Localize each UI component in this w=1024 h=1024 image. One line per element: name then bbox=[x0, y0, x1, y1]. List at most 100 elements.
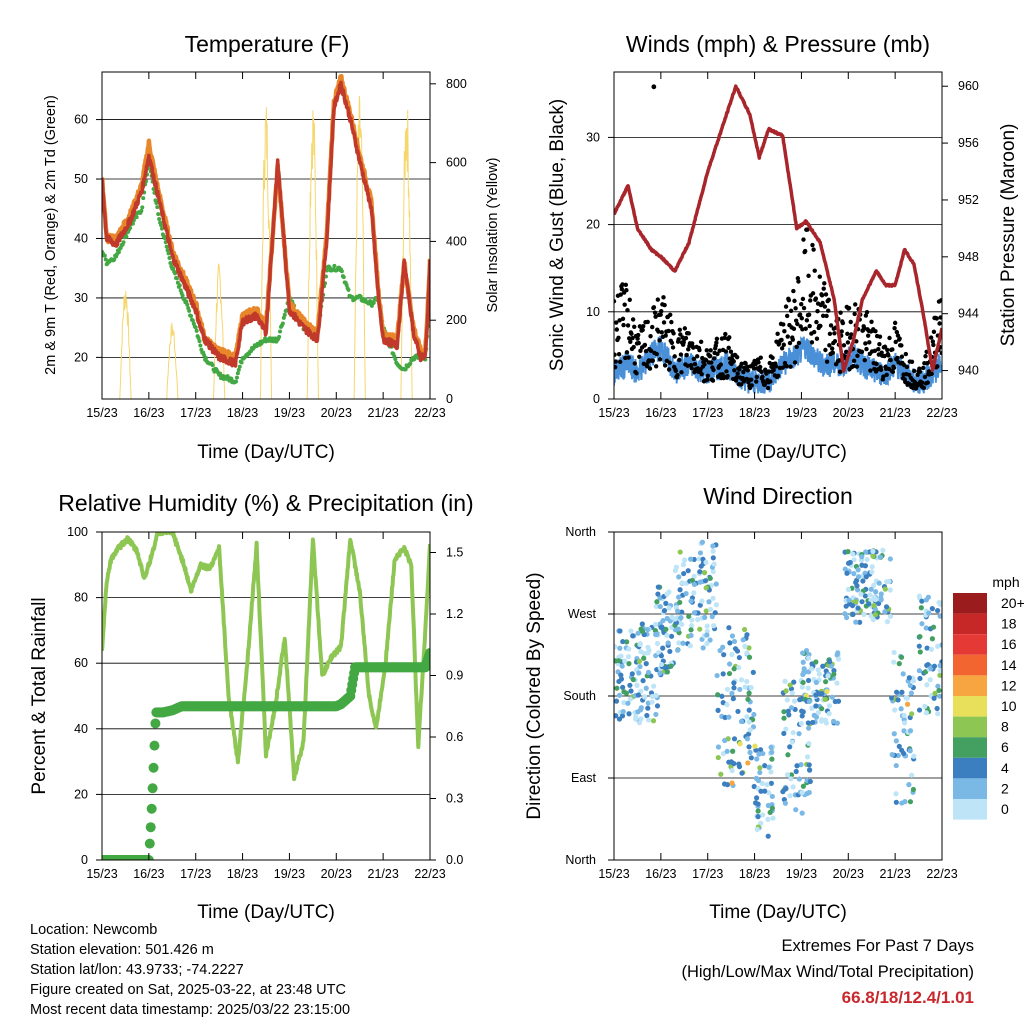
gust-point bbox=[882, 344, 888, 349]
gust-point bbox=[844, 349, 849, 354]
gust-point bbox=[614, 359, 618, 364]
humidity-panel: Relative Humidity (%) & Precipitation (i… bbox=[29, 490, 474, 923]
gust-point bbox=[659, 309, 664, 314]
direction-point bbox=[686, 613, 692, 620]
direction-point bbox=[769, 793, 775, 800]
gust-point bbox=[807, 323, 812, 329]
legend-label: 6 bbox=[1001, 739, 1009, 755]
extremes-subtitle: (High/Low/Max Wind/Total Precipitation) bbox=[681, 963, 974, 981]
gust-point bbox=[758, 355, 763, 360]
direction-point bbox=[871, 602, 877, 609]
direction-point bbox=[869, 564, 875, 570]
direction-point bbox=[896, 743, 902, 750]
direction-point bbox=[724, 686, 731, 692]
gust-point bbox=[749, 383, 754, 388]
direction-point bbox=[629, 671, 635, 677]
gust-point bbox=[886, 353, 891, 358]
dewpoint-point bbox=[165, 248, 170, 253]
y2-tick-label: 1.5 bbox=[446, 546, 463, 560]
direction-point bbox=[746, 690, 752, 696]
gust-point bbox=[618, 292, 623, 297]
dewpoint-point bbox=[168, 261, 173, 266]
direction-point bbox=[758, 788, 764, 794]
direction-point bbox=[864, 556, 870, 563]
direction-point bbox=[904, 701, 911, 707]
gust-point bbox=[671, 331, 676, 336]
direction-point bbox=[706, 599, 712, 605]
gust-point bbox=[782, 329, 787, 334]
direction-point bbox=[645, 705, 651, 711]
y2-tick-label: 944 bbox=[958, 307, 979, 321]
dewpoint-point bbox=[358, 294, 363, 299]
gust-point bbox=[770, 355, 775, 360]
direction-point bbox=[707, 606, 714, 613]
gust-point bbox=[702, 362, 707, 367]
gust-point bbox=[707, 353, 713, 359]
direction-point bbox=[702, 578, 709, 584]
gust-point bbox=[697, 347, 702, 353]
direction-point bbox=[724, 702, 730, 708]
direction-point bbox=[738, 718, 745, 725]
dewpoint-point bbox=[173, 271, 178, 276]
direction-point bbox=[707, 637, 713, 643]
precip-point bbox=[144, 838, 155, 849]
gust-point bbox=[892, 326, 897, 331]
direction-point bbox=[886, 578, 892, 585]
direction-point bbox=[657, 670, 663, 676]
legend-swatch bbox=[953, 654, 987, 676]
precip-point bbox=[146, 803, 157, 814]
humidity-plot-frame bbox=[101, 531, 431, 861]
direction-point bbox=[731, 680, 737, 686]
gust-point bbox=[851, 363, 856, 369]
gust-point bbox=[845, 331, 850, 337]
direction-point bbox=[746, 654, 753, 660]
gust-point bbox=[741, 379, 747, 384]
direction-point bbox=[931, 695, 937, 701]
direction-point bbox=[726, 625, 732, 631]
gust-point bbox=[727, 335, 732, 340]
humidity-x-ticks: 15/23 16/23 17/23 18/23 19/23 20/23 21/23 22/23 bbox=[86, 532, 446, 881]
direction-point bbox=[857, 619, 863, 625]
direction-point bbox=[726, 670, 733, 677]
direction-point bbox=[644, 626, 651, 633]
gust-point bbox=[890, 347, 895, 352]
direction-point bbox=[650, 718, 657, 724]
direction-point bbox=[688, 627, 694, 633]
gust-point bbox=[642, 342, 648, 348]
direction-point bbox=[908, 690, 915, 696]
direction-point bbox=[649, 699, 655, 705]
direction-point bbox=[828, 663, 834, 669]
dewpoint-point bbox=[121, 240, 126, 245]
gust-point bbox=[735, 371, 740, 376]
x-tick-label: 20/23 bbox=[321, 406, 352, 420]
gust-point bbox=[799, 316, 805, 321]
gust-point bbox=[647, 366, 653, 371]
gust-point bbox=[657, 338, 662, 343]
direction-point bbox=[748, 685, 754, 691]
dewpoint-point bbox=[277, 334, 282, 339]
direction-point bbox=[721, 781, 728, 787]
direction-point bbox=[731, 638, 738, 645]
dewpoint-point bbox=[408, 361, 413, 366]
direction-point bbox=[891, 649, 897, 656]
dewpoint-point bbox=[346, 287, 351, 292]
direction-point bbox=[663, 626, 669, 632]
gust-point bbox=[759, 369, 764, 375]
direction-point bbox=[889, 752, 895, 758]
legend-swatch bbox=[953, 716, 987, 738]
direction-point bbox=[730, 696, 736, 702]
direction-point bbox=[710, 595, 716, 601]
direction-point bbox=[638, 716, 644, 722]
direction-point bbox=[787, 744, 793, 750]
direction-point bbox=[689, 623, 695, 629]
direction-point bbox=[798, 720, 804, 727]
direction-point bbox=[870, 548, 876, 554]
direction-point bbox=[850, 551, 856, 557]
gust-point bbox=[670, 345, 676, 350]
direction-point bbox=[918, 605, 924, 611]
gust-point bbox=[715, 351, 720, 357]
direction-point bbox=[935, 643, 941, 649]
gust-point bbox=[854, 364, 860, 369]
y-tick-label: 40 bbox=[74, 231, 88, 245]
